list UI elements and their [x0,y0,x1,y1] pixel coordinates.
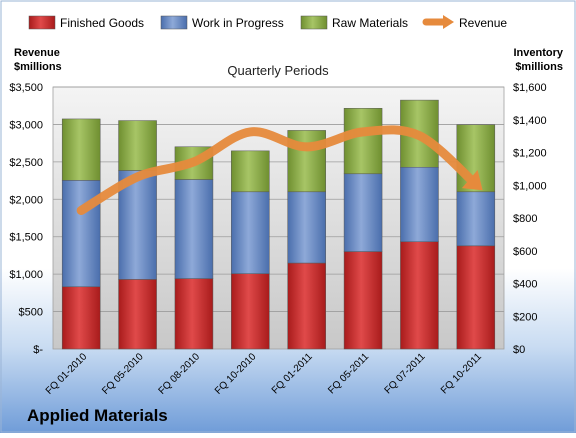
bar-work-in-progress [288,192,326,263]
legend-label-finished-goods: Finished Goods [60,16,144,30]
bar-work-in-progress [62,180,100,286]
left-tick-label: $1,500 [9,232,43,244]
bar-finished-goods [400,242,438,349]
right-axis-label-line2: $millions [515,61,563,73]
bar-work-in-progress [175,180,213,279]
bar-finished-goods [62,287,100,349]
bar-finished-goods [344,252,382,349]
bar-work-in-progress [344,174,382,252]
legend-label-work-in-progress: Work in Progress [192,16,284,30]
bar-work-in-progress [457,192,495,246]
bar-finished-goods [119,279,157,349]
right-tick-label: $1,400 [513,115,547,127]
left-axis-label-line1: Revenue [14,47,60,59]
company-name: Applied Materials [27,406,168,425]
bar-raw-materials [344,108,382,174]
bar-finished-goods [231,274,269,349]
left-tick-label: $3,000 [9,119,43,131]
left-tick-label: $500 [19,307,43,319]
left-tick-label: $2,500 [9,157,43,169]
chart-subtitle: Quarterly Periods [227,63,329,78]
right-tick-label: $1,000 [513,180,547,192]
legend-swatch-work-in-progress [161,16,187,29]
right-tick-label: $0 [513,344,525,356]
left-tick-label: $1,000 [9,269,43,281]
bar-work-in-progress [231,192,269,274]
left-tick-label: $3,500 [9,82,43,94]
right-tick-label: $400 [513,279,537,291]
legend-swatch-raw-materials [301,16,327,29]
bar-raw-materials [62,119,100,180]
right-axis-label-line1: Inventory [513,47,563,59]
bar-finished-goods [457,246,495,349]
bar-work-in-progress [400,167,438,242]
bar-raw-materials [119,121,157,171]
right-tick-label: $800 [513,213,537,225]
legend-label-raw-materials: Raw Materials [332,16,408,30]
legend-swatch-finished-goods [29,16,55,29]
right-tick-label: $1,200 [513,148,547,160]
left-tick-label: $- [33,344,43,356]
bar-finished-goods [175,279,213,349]
right-tick-label: $600 [513,246,537,258]
bar-finished-goods [288,263,326,349]
left-axis-label-line2: $millions [14,61,62,73]
left-tick-label: $2,000 [9,194,43,206]
right-tick-label: $200 [513,311,537,323]
legend-label-revenue: Revenue [459,16,507,30]
bar-raw-materials [231,151,269,192]
right-tick-label: $1,600 [513,82,547,94]
